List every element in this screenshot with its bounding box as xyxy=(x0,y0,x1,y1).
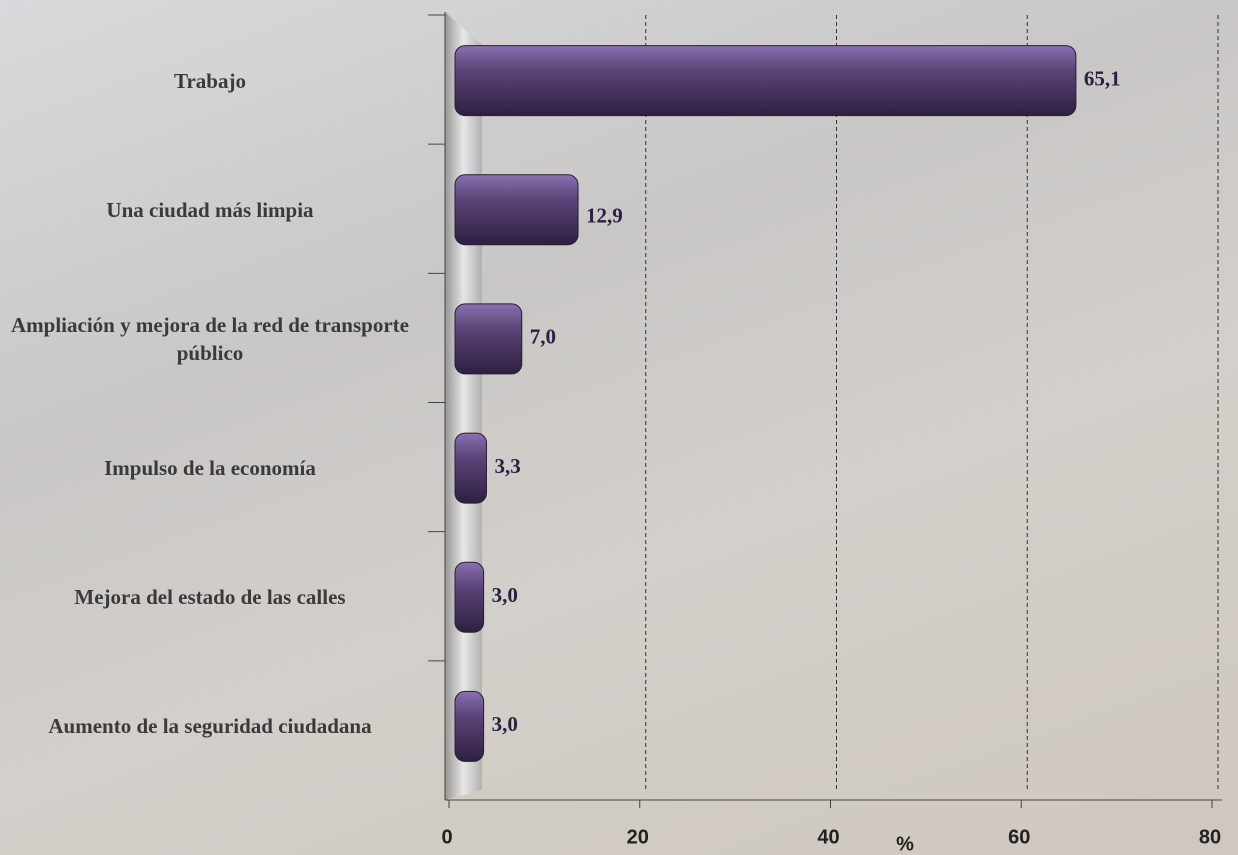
bar xyxy=(454,432,487,504)
value-label: 7,0 xyxy=(530,325,556,349)
bar xyxy=(454,174,579,246)
x-tick-label: 20 xyxy=(627,826,649,848)
x-tick-label: 40 xyxy=(817,826,839,848)
y-tick-label: Aumento de la seguridad ciudadana xyxy=(48,714,372,739)
bar xyxy=(454,561,485,633)
bar xyxy=(454,45,1077,117)
y-tick-label: Una ciudad más limpia xyxy=(106,197,314,222)
bar xyxy=(454,303,523,375)
value-label: 3,0 xyxy=(492,583,518,607)
value-label: 65,1 xyxy=(1084,66,1121,90)
value-label: 3,3 xyxy=(494,454,520,478)
y-tick-label: Ampliación y mejora de la red de transpo… xyxy=(11,312,409,365)
x-tick-label: 0 xyxy=(441,826,452,848)
value-label: 3,0 xyxy=(492,712,518,736)
axis-wall xyxy=(445,12,482,800)
bar xyxy=(454,690,485,762)
x-tick-label: 60 xyxy=(1008,826,1030,848)
y-tick-label: Mejora del estado de las calles xyxy=(74,585,346,610)
y-tick-label: Impulso de la economía xyxy=(104,456,316,481)
x-axis-label: % xyxy=(896,833,914,855)
value-label: 12,9 xyxy=(586,204,623,228)
x-tick-label: 80 xyxy=(1199,826,1221,848)
y-tick-label: Trabajo xyxy=(174,68,246,93)
